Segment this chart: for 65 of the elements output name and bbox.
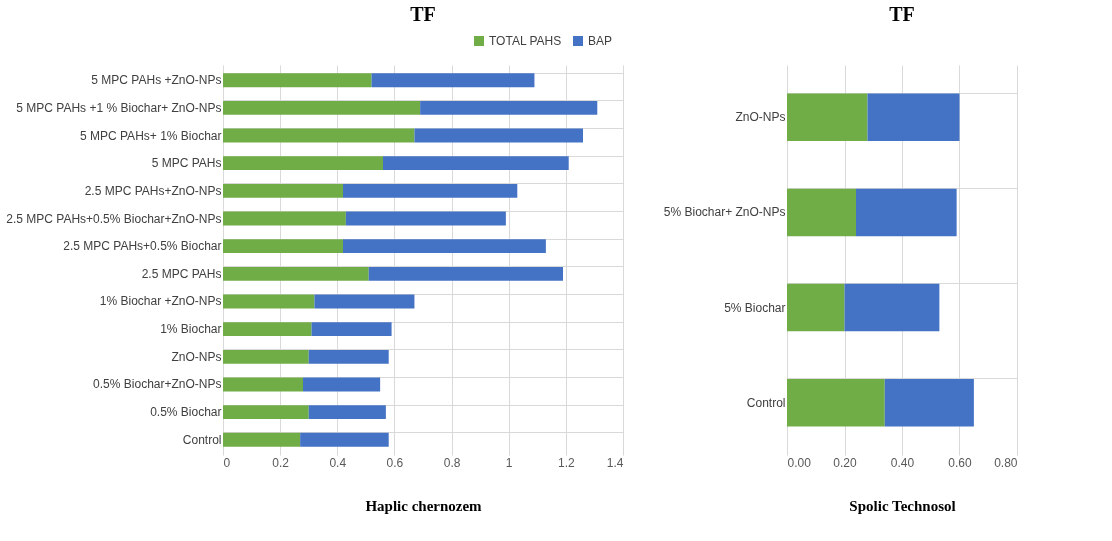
- bar: [383, 156, 569, 171]
- y-tick-label: ZnO-NPs: [735, 110, 786, 125]
- y-tick-label: ZnO-NPs: [171, 349, 222, 364]
- bar: [414, 128, 583, 143]
- bar: [223, 294, 315, 309]
- y-tick-label: 2.5 MPC PAHs+0.5% Biochar+ZnO-NPs: [6, 211, 222, 226]
- bar: [223, 349, 309, 364]
- legend-label: TOTAL PAHS: [489, 34, 562, 48]
- bar: [223, 100, 421, 115]
- bar: [223, 239, 343, 254]
- y-tick-label: Control: [746, 395, 786, 410]
- bar: [371, 73, 535, 88]
- y-tick-label: 5% Biochar+ ZnO-NPs: [663, 205, 786, 220]
- bar: [223, 73, 372, 88]
- y-tick-label: 5% Biochar: [724, 300, 786, 315]
- bar: [223, 128, 415, 143]
- bar: [223, 322, 312, 337]
- x-tick-label: 0.6: [386, 455, 404, 470]
- y-tick-label: 0.5% Biochar+ZnO-NPs: [93, 377, 222, 392]
- y-tick-label: 5 MPC PAHs: [151, 156, 222, 171]
- y-tick-label: 5 MPC PAHs +1 % Biochar+ ZnO-NPs: [16, 100, 222, 115]
- y-tick-label: Control: [182, 432, 222, 447]
- x-tick-label: 0.60: [948, 455, 972, 470]
- x-tick-label: 0.2: [272, 455, 290, 470]
- bar: [311, 322, 392, 337]
- bar: [308, 405, 386, 420]
- x-tick-label: 0.20: [833, 455, 857, 470]
- legend-label: BAP: [588, 34, 613, 48]
- bar: [345, 211, 506, 226]
- y-tick-label: 2.5 MPC PAHs: [141, 266, 222, 281]
- bar: [223, 405, 309, 420]
- x-tick-label: 0.8: [443, 455, 461, 470]
- x-tick-label: 1.4: [606, 455, 624, 470]
- x-axis-title: Spolic Technosol: [849, 497, 956, 514]
- bar: [223, 156, 383, 171]
- chart-title: TF: [410, 3, 436, 25]
- x-tick-label: 1.2: [558, 455, 576, 470]
- x-tick-label: 0: [223, 455, 231, 470]
- bar: [343, 183, 518, 198]
- x-tick-label: 0.00: [787, 455, 812, 470]
- bar: [223, 183, 343, 198]
- x-tick-label: 0.80: [994, 455, 1018, 470]
- y-tick-label: 1% Biochar: [160, 322, 222, 337]
- y-tick-label: 0.5% Biochar: [150, 405, 222, 420]
- bar: [223, 432, 301, 447]
- bar: [368, 266, 563, 281]
- bar: [303, 377, 381, 392]
- y-tick-label: 2.5 MPC PAHs+ZnO-NPs: [84, 183, 222, 198]
- x-tick-label: 1: [505, 455, 513, 470]
- bar: [308, 349, 389, 364]
- bar: [343, 239, 546, 254]
- x-axis-title: Haplic chernozem: [365, 497, 483, 514]
- x-tick-label: 0.40: [890, 455, 915, 470]
- bar: [314, 294, 415, 309]
- y-tick-label: 5 MPC PAHs +ZnO-NPs: [91, 73, 222, 88]
- x-tick-label: 0.4: [329, 455, 347, 470]
- bar: [223, 211, 346, 226]
- chart-title: TF: [889, 3, 915, 25]
- bar: [420, 100, 598, 115]
- bar: [300, 432, 389, 447]
- bar: [223, 266, 369, 281]
- y-tick-label: 5 MPC PAHs+ 1% Biochar: [80, 128, 222, 143]
- y-tick-label: 2.5 MPC PAHs+0.5% Biochar: [63, 239, 222, 254]
- y-tick-label: 1% Biochar +ZnO-NPs: [99, 294, 222, 309]
- bar: [223, 377, 303, 392]
